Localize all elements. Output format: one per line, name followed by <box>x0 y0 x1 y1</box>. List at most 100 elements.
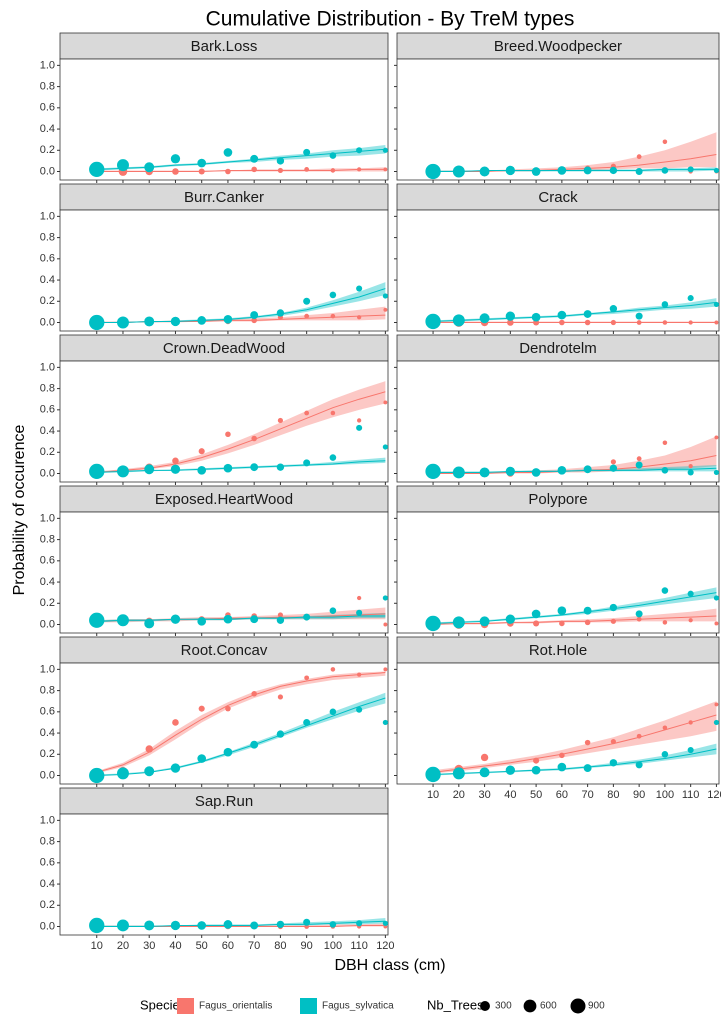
data-point <box>329 921 337 928</box>
confidence-band <box>433 436 717 474</box>
x-tick-label: 30 <box>478 789 490 801</box>
data-point <box>144 464 155 475</box>
data-point <box>636 456 642 462</box>
data-point <box>330 168 336 173</box>
data-point <box>357 167 362 172</box>
data-point <box>197 921 207 930</box>
y-tick-label: 1.0 <box>40 361 55 373</box>
panel-background <box>59 662 389 785</box>
data-point <box>662 440 668 446</box>
data-point <box>329 607 337 614</box>
data-point <box>425 766 441 783</box>
x-tick-label: 120 <box>376 940 394 952</box>
panel-title: Sap.Run <box>195 793 253 810</box>
panel-background <box>396 662 720 785</box>
panel-title: Rot.Hole <box>529 642 587 659</box>
data-point <box>144 162 155 173</box>
data-point <box>610 618 616 624</box>
y-axis-label: Probability of occurence <box>11 425 28 596</box>
data-point <box>505 165 516 176</box>
strip-background <box>396 636 720 664</box>
data-point <box>557 465 567 475</box>
data-point <box>170 614 181 624</box>
data-point <box>303 718 311 726</box>
data-point <box>479 467 490 478</box>
data-point <box>425 463 441 480</box>
data-point <box>276 920 285 929</box>
strip-background <box>59 485 389 513</box>
data-point <box>479 616 490 627</box>
x-tick-label: 50 <box>196 940 208 952</box>
data-point <box>198 705 205 712</box>
data-point <box>507 319 514 326</box>
y-tick-label: 0.6 <box>40 102 55 114</box>
legend-title: Nb_Trees <box>427 997 484 1012</box>
data-point <box>303 148 311 156</box>
data-point <box>117 316 129 329</box>
data-point <box>557 166 567 175</box>
data-point <box>223 148 233 157</box>
confidence-band <box>96 306 386 323</box>
x-tick-label: 20 <box>453 789 465 801</box>
y-tick-label: 0.8 <box>40 534 55 546</box>
fit-line <box>96 672 386 773</box>
panel-title: Breed.Woodpecker <box>494 38 622 55</box>
y-tick-label: 0.0 <box>40 769 55 781</box>
panel-title: Bark.Loss <box>191 38 258 55</box>
x-tick-label: 100 <box>324 940 342 952</box>
data-point <box>144 920 155 931</box>
data-point <box>610 319 616 326</box>
data-point <box>559 319 565 326</box>
x-tick-label: 10 <box>91 940 103 952</box>
x-tick-label: 100 <box>656 789 674 801</box>
data-point <box>425 615 441 632</box>
data-point <box>277 417 284 424</box>
data-point <box>531 312 541 322</box>
data-point <box>713 719 720 726</box>
confidence-band <box>433 298 717 322</box>
data-point <box>197 616 207 626</box>
data-point <box>198 168 205 175</box>
x-tick-label: 50 <box>530 789 542 801</box>
data-point <box>383 307 388 312</box>
data-point <box>382 147 388 153</box>
data-point <box>276 616 285 624</box>
y-tick-label: 1.0 <box>40 814 55 826</box>
data-point <box>557 762 567 772</box>
y-tick-label: 0.0 <box>40 316 55 328</box>
data-point <box>687 746 694 754</box>
data-point <box>251 435 257 442</box>
data-point <box>714 320 719 325</box>
data-point <box>223 314 233 324</box>
data-point <box>172 168 179 175</box>
panel-background <box>59 360 389 483</box>
data-point <box>89 314 105 331</box>
data-point <box>117 767 129 780</box>
data-point <box>144 316 155 327</box>
panel-background <box>396 360 720 483</box>
data-point <box>356 706 363 713</box>
data-point <box>170 763 181 773</box>
y-tick-label: 1.0 <box>40 210 55 222</box>
data-point <box>383 622 388 627</box>
y-tick-label: 0.2 <box>40 899 55 911</box>
y-tick-label: 0.8 <box>40 836 55 848</box>
data-point <box>505 466 516 477</box>
data-point <box>452 314 465 327</box>
data-point <box>662 620 668 625</box>
legend-label: Fagus_orientalis <box>199 1001 272 1012</box>
data-point <box>356 424 363 431</box>
data-point <box>713 469 720 476</box>
x-tick-label: 120 <box>707 789 721 801</box>
data-point <box>505 765 516 775</box>
data-point <box>89 463 105 480</box>
data-point <box>662 320 668 325</box>
data-point <box>303 459 311 467</box>
data-point <box>303 297 311 305</box>
data-point <box>714 435 719 440</box>
data-point <box>223 614 233 624</box>
data-point <box>382 293 388 299</box>
data-point <box>425 163 441 180</box>
data-point <box>223 747 233 757</box>
